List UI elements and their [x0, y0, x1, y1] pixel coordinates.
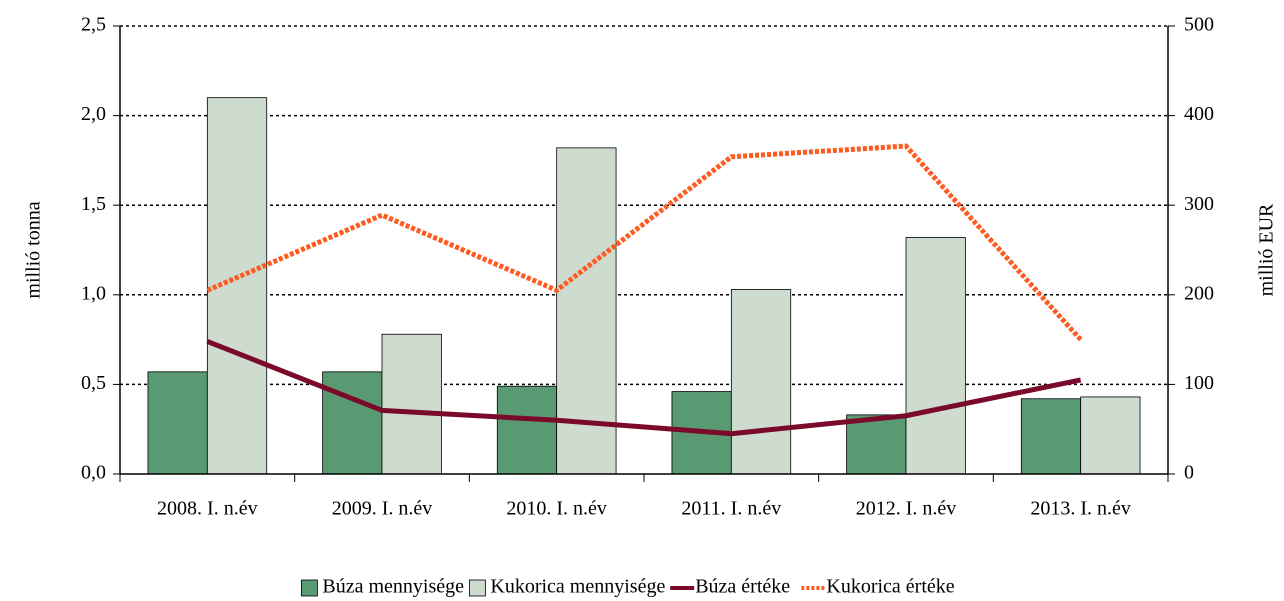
y2-tick-label: 200 [1184, 282, 1214, 304]
y2-axis-title: millió EUR [1256, 203, 1278, 296]
legend-label: Kukorica értéke [826, 576, 954, 598]
legend-swatch [468, 579, 486, 597]
legend-label: Kukorica mennyisége [490, 576, 665, 598]
bar [905, 237, 966, 475]
x-tick-label: 2010. I. n.év [506, 498, 607, 520]
line-series [206, 143, 1083, 342]
bar [147, 371, 208, 475]
bar [206, 97, 268, 475]
x-tick-label: 2011. I. n.év [681, 498, 781, 520]
y-tick-label: 0,5 [81, 372, 106, 394]
y-tick-label: 1,0 [81, 282, 106, 304]
y2-tick-label: 100 [1184, 372, 1214, 394]
bar [730, 289, 792, 475]
y2-tick-label: 300 [1184, 193, 1214, 215]
x-tick-label: 2008. I. n.év [157, 498, 258, 520]
bar [1020, 398, 1082, 475]
legend-label: Búza mennyisége [322, 576, 464, 598]
y-tick-label: 2,0 [81, 103, 106, 125]
legend-swatch [300, 579, 318, 597]
bar [496, 385, 558, 475]
bar [322, 371, 383, 475]
x-tick-label: 2009. I. n.év [332, 498, 433, 520]
y2-tick-label: 0 [1184, 462, 1194, 484]
line-series [206, 339, 1082, 437]
y-tick-label: 2,5 [81, 14, 106, 36]
y-tick-label: 0,0 [81, 462, 106, 484]
bar [381, 333, 442, 475]
y2-tick-label: 400 [1184, 103, 1214, 125]
y2-tick-label: 500 [1184, 14, 1214, 36]
bar [846, 414, 907, 475]
legend-label: Búza értéke [695, 576, 790, 598]
bar [1080, 396, 1141, 475]
x-tick-label: 2012. I. n.év [856, 498, 957, 520]
y-tick-label: 1,5 [81, 193, 106, 215]
y-axis-title: millió tonna [23, 201, 45, 298]
x-tick-label: 2013. I. n.év [1030, 498, 1131, 520]
